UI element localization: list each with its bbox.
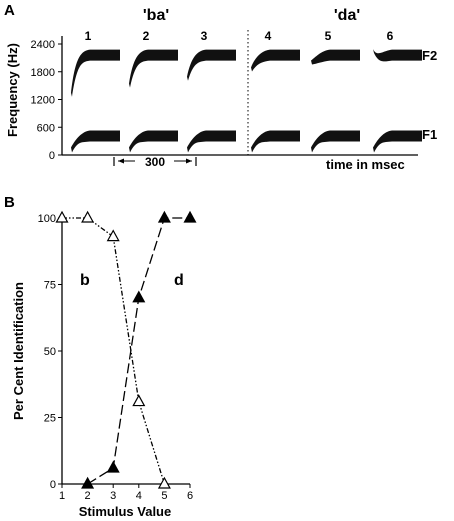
chart-y-tick-label: 100: [38, 213, 56, 225]
chart-x-tick-label: 1: [59, 490, 65, 502]
f2-formant-1: [71, 49, 120, 97]
f2-formant-2: [129, 49, 178, 88]
category-label-b: b: [80, 272, 90, 289]
group-label-da: 'da': [334, 7, 360, 24]
chart-y-tick-label: 50: [44, 346, 56, 358]
data-point-b-5: [157, 476, 171, 489]
chart-series: [55, 210, 197, 489]
f1-formant-1: [71, 130, 120, 153]
stimulus-number: 3: [201, 29, 208, 43]
data-point-b-1: [55, 210, 69, 223]
data-point-d-2: [81, 476, 95, 489]
panel-a-xlabel: time in msec: [326, 157, 405, 172]
panel-b-letter: B: [4, 194, 15, 211]
f2-formant-3: [187, 49, 236, 81]
data-point-b-4: [132, 394, 146, 407]
panel-a-y-ticks: 0 600 1200 1800 2400: [31, 39, 62, 162]
f1-formant-2: [129, 130, 178, 153]
panel-a-y-tick-label: 1200: [31, 95, 55, 107]
data-point-d-5: [157, 210, 171, 223]
series-line-d: [87, 217, 190, 485]
stimuli: 1 2 3 4 5 6: [71, 29, 422, 153]
chart-x-tick-label: 5: [161, 490, 167, 502]
chart-x-tick-label: 2: [85, 490, 91, 502]
chart-y-tick-label: 0: [50, 479, 56, 491]
f1-formant-3: [187, 130, 236, 153]
stimulus-number: 4: [265, 29, 272, 43]
data-point-d-3: [106, 460, 120, 473]
formant-label-f2: F2: [422, 48, 437, 63]
chart-x-tick-label: 3: [110, 490, 116, 502]
panel-a-ylabel: Frequency (Hz): [5, 43, 20, 137]
chart-ticks: 0 25 50 75 100 1 2 3 4 5 6: [38, 213, 193, 502]
group-label-ba: 'ba': [143, 7, 169, 24]
chart-x-tick-label: 4: [136, 490, 142, 502]
category-label-d: d: [174, 272, 184, 289]
chart-x-tick-label: 6: [187, 490, 193, 502]
f1-formant-4: [251, 130, 300, 153]
duration-bracket: [113, 157, 197, 166]
stimulus-number: 1: [85, 29, 92, 43]
data-point-b-3: [106, 229, 120, 242]
panel-b: B Per Cent Identification Stimulus Value…: [4, 194, 197, 519]
stimulus-number: 6: [387, 29, 394, 43]
chart-y-tick-label: 75: [44, 280, 56, 292]
f1-formant-5: [311, 130, 360, 153]
f2-formant-6: [373, 48, 422, 62]
series-line-b: [62, 217, 166, 485]
chart-ylabel: Per Cent Identification: [11, 282, 26, 420]
panel-a: A 'ba' 'da' Frequency (Hz) 0 600 1200 1800 2…: [4, 2, 437, 172]
panel-a-y-tick-label: 600: [37, 122, 55, 134]
f2-formant-4: [251, 49, 300, 72]
chart-xlabel: Stimulus Value: [79, 504, 171, 519]
duration-label: 300: [145, 155, 165, 169]
panel-a-letter: A: [4, 2, 15, 19]
chart-y-tick-label: 25: [44, 413, 56, 425]
data-point-d-4: [132, 290, 146, 303]
data-point-b-2: [81, 210, 95, 223]
panel-a-y-tick-label: 0: [49, 150, 55, 162]
panel-a-y-tick-label: 2400: [31, 39, 55, 51]
stimulus-number: 5: [325, 29, 332, 43]
f1-formant-6: [373, 130, 422, 153]
stimulus-number: 2: [143, 29, 150, 43]
panel-a-y-tick-label: 1800: [31, 67, 55, 79]
data-point-d-6: [183, 210, 197, 223]
f2-formant-5: [311, 49, 360, 65]
formant-label-f1: F1: [422, 127, 437, 142]
